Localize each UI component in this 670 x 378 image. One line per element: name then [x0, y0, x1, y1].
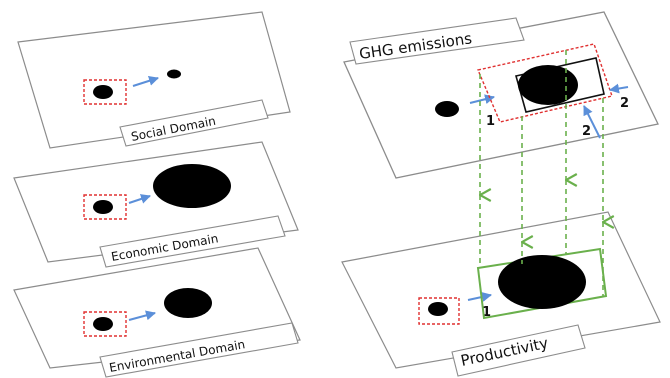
environmental-arrow	[128, 310, 156, 321]
ghg-arrow-2-bottom	[583, 105, 601, 139]
productivity-arrow	[467, 292, 492, 302]
ghg-small-circle	[435, 101, 459, 117]
ghg-title-tab	[349, 17, 525, 65]
ghg-red-dashed-box	[477, 43, 613, 123]
productivity-small-circle	[428, 302, 448, 316]
productivity-label-tab	[451, 324, 586, 377]
productivity-panel: 1 Productivity	[341, 211, 661, 377]
productivity-result-circle	[498, 255, 586, 309]
ghg-arrow-1	[469, 94, 495, 105]
productivity-green-box	[476, 247, 608, 320]
ghg-arrow-2-right	[609, 83, 629, 94]
environmental-domain-panel: Environmental Domain	[13, 247, 301, 378]
social-arrow	[132, 75, 159, 87]
economic-arrow	[128, 194, 151, 204]
environmental-result-circle	[164, 288, 212, 318]
social-result-circle	[167, 69, 181, 79]
economic-dashed-box	[83, 194, 127, 220]
ghg-emissions-panel: GHG emissions 1 2 2	[343, 11, 659, 179]
ghg-marker-2-right: 2	[620, 96, 629, 111]
productivity-dashed-box	[418, 297, 460, 325]
economic-label-tab	[99, 215, 286, 268]
social-domain-panel: Social Domain	[17, 11, 291, 149]
environmental-label-tab	[99, 322, 299, 378]
ghg-marker-1: 1	[486, 114, 495, 129]
environmental-small-circle	[93, 317, 113, 331]
economic-domain-panel: Economic Domain	[13, 141, 299, 268]
projection-lines	[480, 50, 603, 296]
ghg-result-circle	[518, 65, 578, 105]
environmental-dashed-box	[83, 311, 127, 337]
economic-small-circle	[93, 200, 113, 214]
social-small-circle	[93, 85, 113, 99]
social-label-tab	[119, 99, 269, 147]
social-dashed-box	[83, 79, 127, 105]
economic-result-circle	[153, 164, 231, 208]
ghg-marker-2-bottom: 2	[582, 124, 591, 139]
productivity-marker-1: 1	[482, 305, 491, 320]
